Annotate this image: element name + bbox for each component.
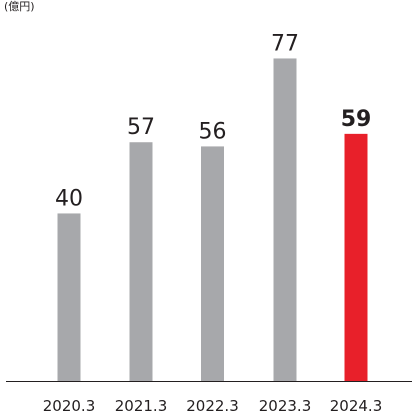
bar-2023.3	[273, 58, 297, 381]
value-label-2024.3: 59	[341, 107, 372, 132]
x-tick-label-2022.3: 2022.3	[186, 397, 239, 415]
bar-2024.3	[344, 133, 368, 381]
value-label-2022.3: 56	[199, 119, 227, 144]
value-label-2023.3: 77	[271, 31, 299, 56]
unit-label: (億円)	[4, 0, 35, 13]
x-tick-label-2023.3: 2023.3	[259, 397, 312, 415]
x-tick-labels: 2020.3 2021.3 2022.3 2023.3 2024.3	[43, 397, 383, 415]
value-label-2021.3: 57	[127, 115, 155, 140]
bar-2022.3	[201, 146, 224, 381]
value-labels-layer: 40 57 56 77 59	[55, 31, 371, 211]
x-tick-label-2024.3: 2024.3	[330, 397, 383, 415]
bar-2020.3	[57, 213, 81, 381]
x-tick-label-2020.3: 2020.3	[43, 397, 96, 415]
x-tick-label-2021.3: 2021.3	[115, 397, 168, 415]
bars-layer	[57, 58, 368, 381]
value-label-2020.3: 40	[55, 186, 83, 211]
bar-2021.3	[129, 142, 153, 381]
